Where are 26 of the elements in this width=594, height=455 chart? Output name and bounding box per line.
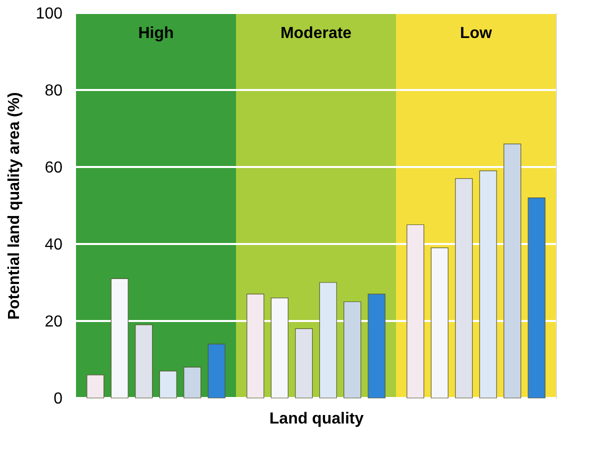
x-tick-label: Moderate [280, 25, 352, 42]
bar [184, 366, 202, 398]
bar [406, 224, 424, 398]
bar [528, 198, 546, 398]
y-tick-label: 20 [44, 314, 63, 330]
x-tick-label: Low [460, 25, 493, 42]
bar [455, 178, 473, 398]
y-tick-label: 40 [44, 236, 63, 254]
bar [479, 170, 497, 398]
y-tick-label: 80 [44, 82, 63, 100]
x-tick-label: High [138, 25, 174, 42]
y-tick-label: 60 [44, 160, 63, 176]
bar [86, 374, 104, 398]
bar [208, 344, 226, 398]
y-axis-title: Potential land quality area (%) [6, 92, 23, 320]
x-axis-title: Land quality [269, 410, 364, 428]
bar [159, 370, 177, 398]
y-tick-label: 100 [36, 6, 63, 22]
bar [246, 294, 264, 398]
y-tick-label: 0 [54, 390, 63, 408]
bar [504, 144, 522, 398]
bar [295, 328, 313, 398]
bar [344, 301, 362, 398]
bar [368, 294, 386, 398]
bar [135, 324, 153, 398]
bar [319, 282, 337, 398]
